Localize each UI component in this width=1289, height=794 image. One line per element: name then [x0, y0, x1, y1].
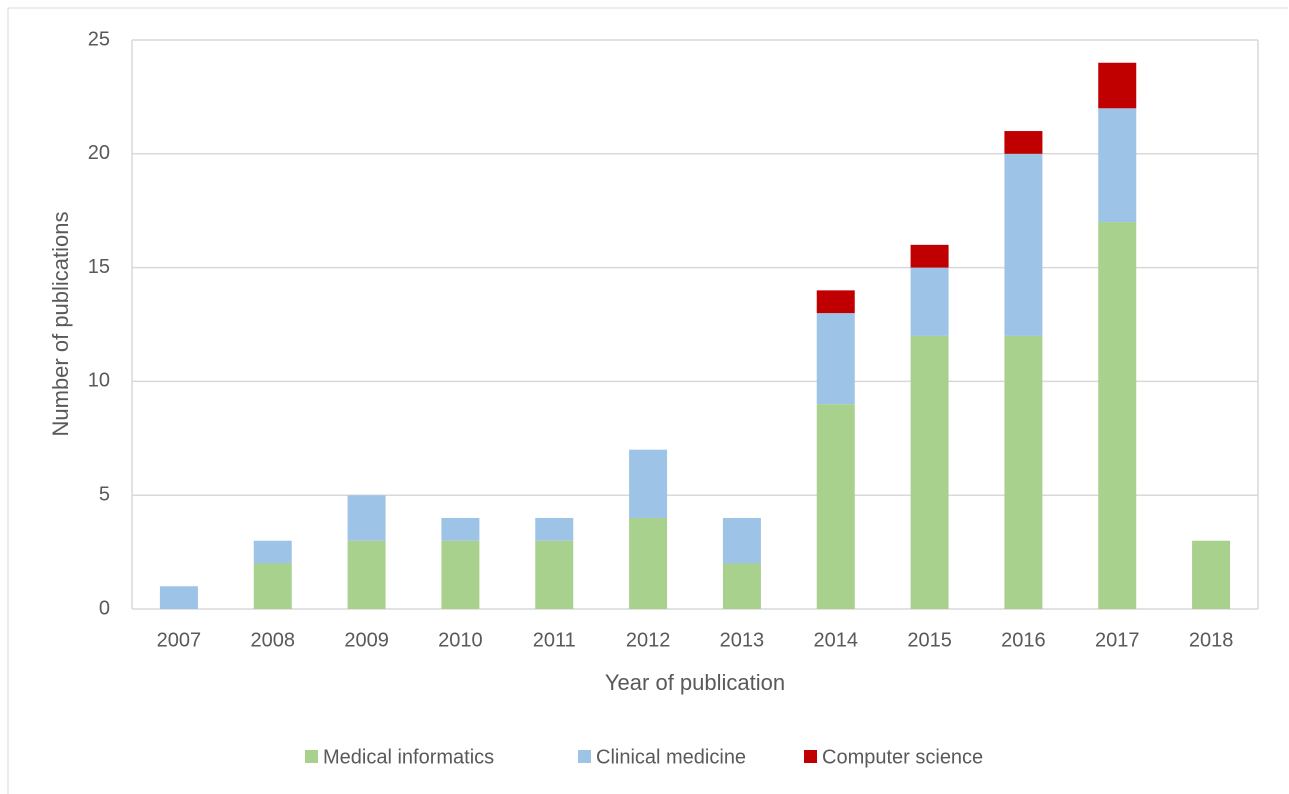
bar-segment [722, 563, 761, 609]
bar-segment [1004, 335, 1043, 609]
x-tick-label: 2015 [907, 629, 952, 651]
y-axis-title: Number of publications [48, 211, 73, 436]
x-tick-label: 2013 [720, 629, 765, 651]
x-tick-label: 2011 [533, 629, 576, 651]
bar-segment [1004, 131, 1043, 154]
bar-segment [253, 540, 292, 564]
y-tick-label: 25 [88, 28, 110, 50]
bar-segment [347, 495, 386, 541]
chart-frame [7, 7, 1288, 794]
x-axis-title: Year of publication [605, 670, 785, 695]
bar-segment [535, 517, 574, 541]
y-tick-label: 15 [88, 256, 110, 278]
bar-segment [535, 540, 574, 609]
bar-segment [347, 540, 386, 609]
y-tick-label: 10 [88, 370, 110, 392]
x-tick-label: 2016 [1001, 629, 1046, 651]
x-tick-label: 2007 [157, 629, 202, 651]
x-tick-label: 2012 [626, 629, 671, 651]
x-tick-label: 2009 [344, 629, 389, 651]
y-tick-label: 0 [99, 597, 110, 619]
legend-label: Clinical medicine [596, 746, 746, 768]
bar-segment [629, 517, 668, 609]
bar-segment [816, 313, 855, 405]
y-tick-label: 5 [99, 483, 110, 505]
bar-segment [722, 517, 761, 564]
x-tick-label: 2010 [438, 629, 483, 651]
bar-segment [441, 540, 480, 609]
bar-segment [816, 290, 855, 314]
x-tick-label: 2017 [1095, 629, 1140, 651]
bar-segment [910, 244, 949, 268]
legend-label: Computer science [822, 746, 983, 768]
bar-segment [1098, 222, 1137, 609]
bar-segment [441, 517, 480, 541]
legend-swatch [804, 750, 817, 763]
x-tick-label: 2014 [814, 629, 859, 651]
x-tick-label: 2018 [1189, 629, 1234, 651]
bar-segment [159, 586, 198, 609]
bar-segment [629, 449, 668, 518]
x-tick-label: 2008 [251, 629, 296, 651]
bar-segment [910, 335, 949, 609]
y-tick-label: 20 [88, 142, 110, 164]
legend-swatch [578, 750, 591, 763]
legend-swatch [305, 750, 318, 763]
bar-segment [816, 404, 855, 609]
bar-segment [253, 563, 292, 609]
bar-segment [1098, 62, 1137, 109]
bar-segment [910, 267, 949, 336]
bar-segment [1004, 153, 1043, 336]
bar-segment [1098, 108, 1137, 223]
legend-label: Medical informatics [323, 746, 494, 768]
bar-segment [1192, 540, 1231, 609]
